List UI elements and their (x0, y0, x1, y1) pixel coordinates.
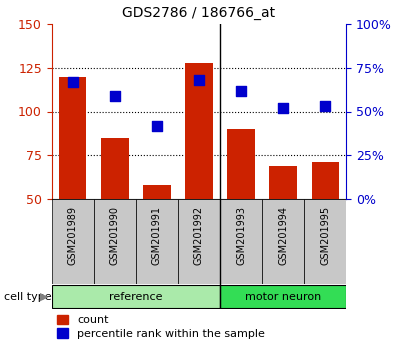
Bar (312, 162, 339, 199)
Title: GDS2786 / 186766_at: GDS2786 / 186766_at (123, 6, 275, 20)
Point (322, 103, 328, 109)
Text: GSM201993: GSM201993 (236, 206, 246, 265)
Bar (227, 129, 255, 199)
Text: GSM201991: GSM201991 (152, 206, 162, 265)
Legend: count, percentile rank within the sample: count, percentile rank within the sample (57, 315, 265, 339)
Bar (269, 166, 297, 199)
Bar (94, 199, 136, 284)
Text: GSM201995: GSM201995 (320, 206, 330, 265)
Bar (178, 199, 220, 284)
Point (70, 79, 76, 85)
Bar (136, 199, 178, 284)
Text: GSM201989: GSM201989 (68, 206, 78, 265)
Bar (143, 185, 171, 199)
Text: cell type: cell type (4, 291, 52, 302)
Text: GSM201992: GSM201992 (194, 206, 204, 265)
Text: GSM201990: GSM201990 (110, 206, 120, 265)
Point (154, 123, 160, 129)
Point (112, 93, 118, 98)
Bar (52, 285, 220, 308)
Bar (101, 138, 129, 199)
Bar (262, 199, 304, 284)
Text: GSM201994: GSM201994 (278, 206, 288, 265)
Bar (220, 199, 262, 284)
Bar (185, 63, 213, 199)
Bar (59, 76, 86, 199)
Bar (220, 285, 346, 308)
Point (280, 105, 286, 111)
Bar (304, 199, 346, 284)
Text: ▶: ▶ (40, 291, 48, 302)
Point (196, 77, 202, 83)
Text: reference: reference (109, 291, 163, 302)
Point (238, 88, 244, 93)
Text: motor neuron: motor neuron (245, 291, 321, 302)
Bar (52, 199, 94, 284)
